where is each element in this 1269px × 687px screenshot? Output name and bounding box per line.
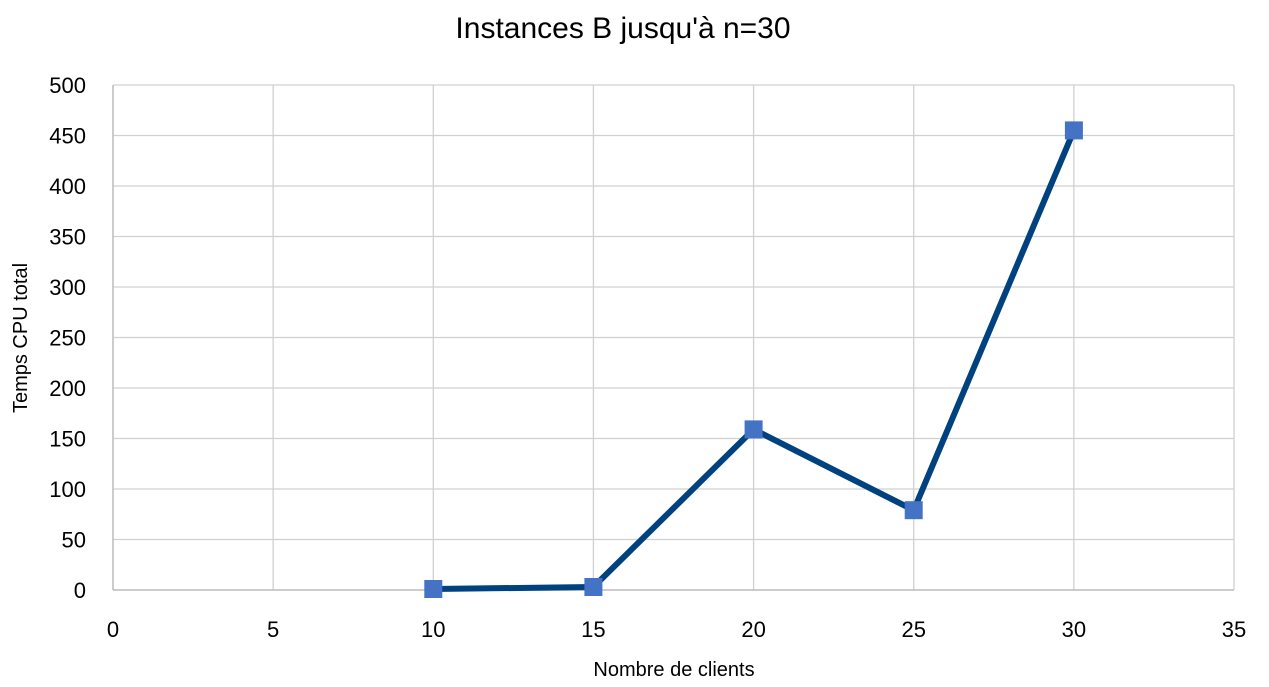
y-tick-label: 100: [49, 477, 86, 502]
y-tick-label: 200: [49, 376, 86, 401]
x-axis-title: Nombre de clients: [593, 659, 754, 681]
x-tick-label: 20: [741, 617, 765, 642]
grid: [112, 84, 1235, 591]
data-point-marker: [744, 420, 763, 439]
y-tick-label: 150: [49, 427, 86, 452]
y-tick-label: 500: [49, 73, 86, 98]
y-axis-title: Temps CPU total: [10, 263, 32, 413]
data-point-marker: [1064, 121, 1083, 140]
series-layer: [424, 121, 1083, 598]
chart-title: Instances B jusqu'à n=30: [455, 12, 790, 45]
x-tick-label: 35: [1222, 617, 1246, 642]
y-tick-label: 350: [49, 225, 86, 250]
y-tick-label: 450: [49, 124, 86, 149]
data-point-marker: [424, 580, 443, 598]
y-tick-label: 300: [49, 275, 86, 300]
data-point-marker: [584, 578, 603, 596]
x-tick-label: 30: [1062, 617, 1086, 642]
y-tick-label: 400: [49, 174, 86, 199]
x-tick-label: 15: [581, 617, 605, 642]
y-tick-label: 0: [74, 578, 86, 603]
y-tick-label: 50: [62, 528, 86, 553]
axes: 0 5 10 15 20 25 30 3505010015020025030035040045…: [49, 73, 1246, 642]
data-point-marker: [904, 501, 923, 520]
y-tick-label: 250: [49, 326, 86, 351]
x-tick-label: 10: [421, 617, 445, 642]
x-tick-label: 5: [267, 617, 279, 642]
x-tick-label: 25: [901, 617, 925, 642]
x-tick-label: 0: [107, 617, 119, 642]
